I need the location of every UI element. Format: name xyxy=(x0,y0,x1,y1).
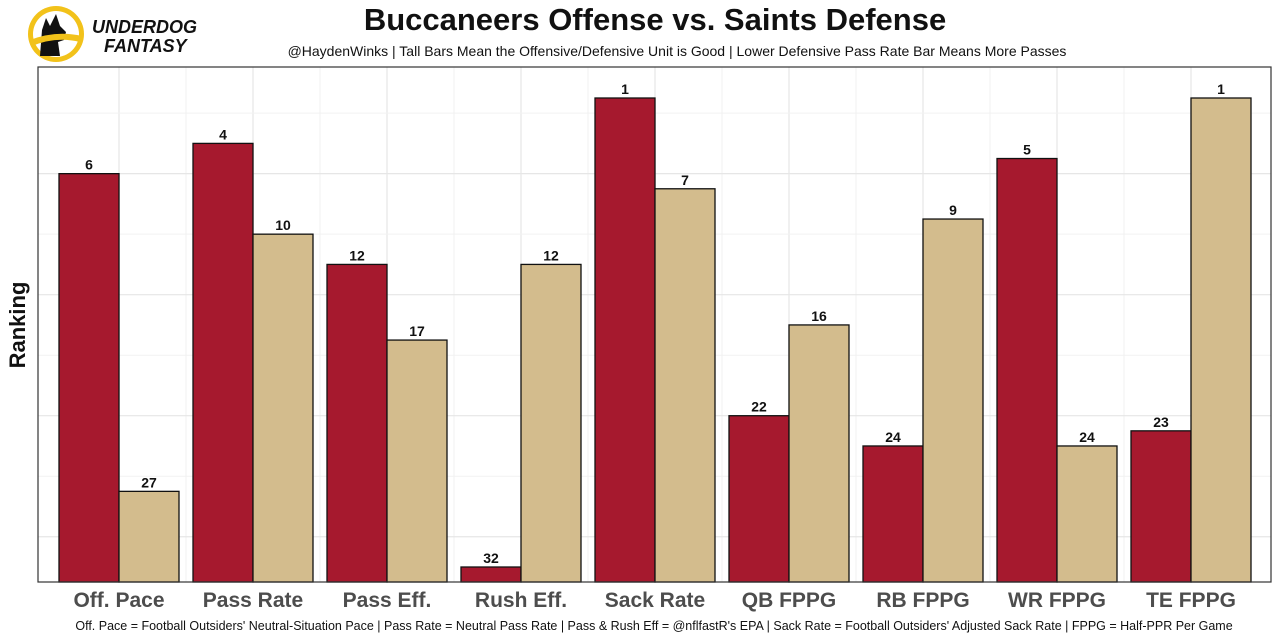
bar-offense xyxy=(862,445,924,583)
x-tick-label: QB FPPG xyxy=(742,589,837,612)
bar-value-label: 9 xyxy=(949,202,957,218)
bar-value-label: 1 xyxy=(1217,81,1225,97)
x-tick-label: Pass Eff. xyxy=(343,589,432,612)
bar-offense xyxy=(1130,430,1192,583)
bar-value-label: 32 xyxy=(483,550,499,566)
x-tick-label: Rush Eff. xyxy=(475,589,567,612)
bar-value-label: 6 xyxy=(85,157,93,173)
bar-offense xyxy=(594,97,656,583)
bar-offense xyxy=(728,415,790,583)
bar-value-label: 22 xyxy=(751,399,767,415)
bar-value-label: 27 xyxy=(141,474,157,490)
chart-subtitle: @HaydenWinks | Tall Bars Mean the Offens… xyxy=(288,43,1067,59)
bar-offense xyxy=(460,566,522,583)
x-tick-label: Sack Rate xyxy=(605,589,705,612)
bar-defense xyxy=(118,490,180,583)
logo-line1: UNDERDOG xyxy=(92,17,197,37)
bar-value-label: 4 xyxy=(219,126,227,142)
bar-offense xyxy=(58,172,120,583)
bar-value-label: 10 xyxy=(275,217,291,233)
bar-value-label: 12 xyxy=(349,247,365,263)
bar-value-label: 24 xyxy=(1079,429,1095,445)
bar-value-label: 12 xyxy=(543,247,559,263)
bar-defense xyxy=(1190,97,1252,583)
bar-defense xyxy=(520,263,582,583)
x-tick-label: WR FPPG xyxy=(1008,589,1106,612)
y-axis-label: Ranking xyxy=(5,282,30,369)
bar-value-label: 1 xyxy=(621,81,629,97)
bar-defense xyxy=(922,218,984,583)
bar-offense xyxy=(326,263,388,583)
x-tick-label: Off. Pace xyxy=(73,589,164,612)
plot-border xyxy=(37,66,1272,583)
x-axis-tick-labels: Off. Pace Pass Rate Pass Eff. Rush Eff. Sack… xyxy=(73,589,1235,612)
bar-value-label: 17 xyxy=(409,323,425,339)
bar-value-label: 23 xyxy=(1153,414,1169,430)
chart-title: Buccaneers Offense vs. Saints Defense xyxy=(364,2,946,37)
logo-swoosh-icon xyxy=(30,33,82,46)
x-tick-label: TE FPPG xyxy=(1146,589,1236,612)
chart-caption: Off. Pace = Football Outsiders' Neutral-… xyxy=(75,619,1232,633)
bar-defense xyxy=(788,324,850,583)
bar-value-label: 5 xyxy=(1023,142,1031,158)
x-tick-label: RB FPPG xyxy=(876,589,969,612)
bar-defense xyxy=(654,188,716,583)
bar-value-label: 7 xyxy=(681,172,689,188)
bar-value-label: 16 xyxy=(811,308,827,324)
bar-offense xyxy=(192,142,254,583)
bar-defense xyxy=(1056,445,1118,583)
bar-defense xyxy=(386,339,448,583)
bar-offense xyxy=(996,157,1058,583)
bars xyxy=(58,97,1252,583)
x-tick-label: Pass Rate xyxy=(203,589,303,612)
logo-line2: FANTASY xyxy=(104,36,189,56)
bar-defense xyxy=(252,233,314,583)
bar-value-label: 24 xyxy=(885,429,901,445)
underdog-logo: UNDERDOG FANTASY xyxy=(28,6,197,62)
